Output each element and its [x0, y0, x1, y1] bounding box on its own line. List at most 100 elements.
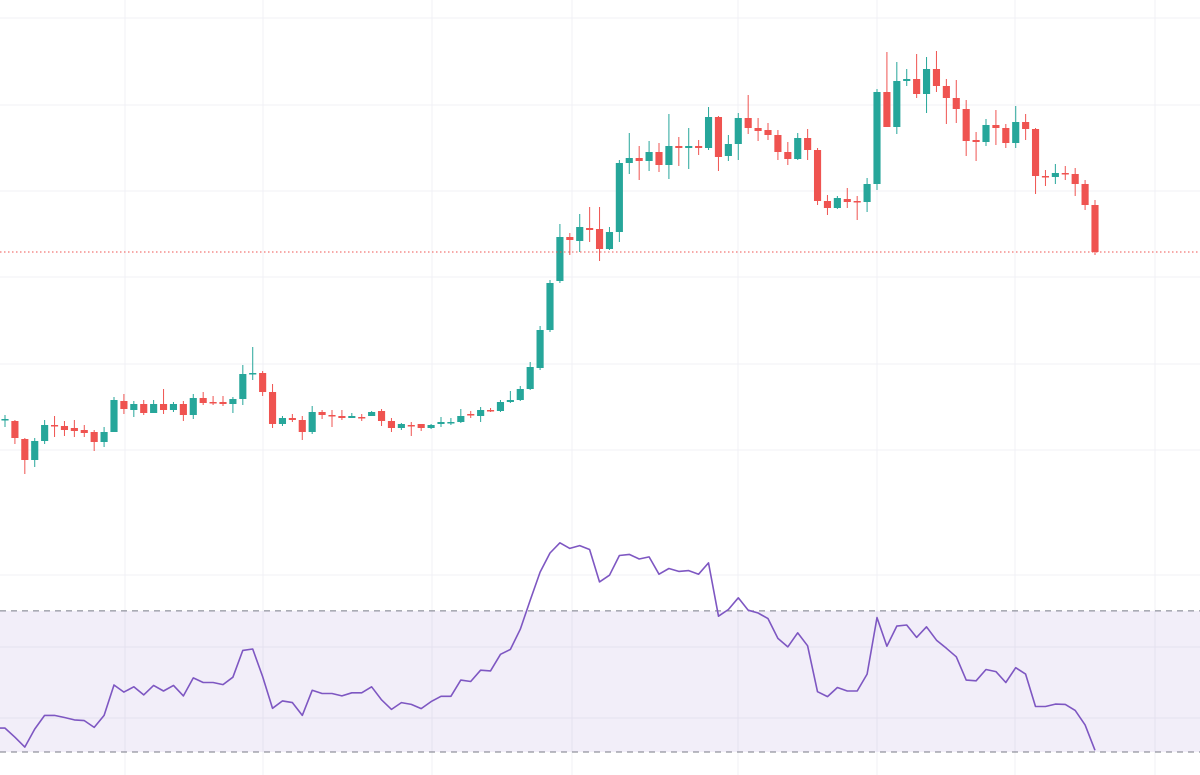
candle-down: [932, 51, 941, 92]
candle-body: [734, 118, 742, 144]
candle-up: [605, 227, 614, 250]
candle-down: [784, 142, 792, 165]
candle-down: [179, 401, 187, 421]
candle-body: [704, 117, 713, 148]
candle-body: [209, 402, 217, 404]
candle-down: [913, 54, 921, 98]
candle-body: [794, 138, 802, 159]
candle-down: [1031, 128, 1040, 194]
candle-down: [942, 79, 950, 124]
candle-body: [288, 418, 296, 420]
candle-body: [41, 425, 49, 441]
candle-body: [576, 227, 584, 241]
candle-down: [714, 116, 723, 171]
candle-body: [1022, 122, 1030, 129]
candle-up: [239, 365, 247, 405]
candle-body: [407, 425, 415, 427]
candle-up: [863, 178, 871, 212]
candle-body: [556, 237, 564, 281]
candle-body: [1, 419, 9, 421]
candle-up: [457, 409, 465, 423]
candle-down: [883, 52, 891, 127]
candle-body: [189, 398, 197, 415]
candle-body: [496, 402, 505, 411]
candle-body: [80, 430, 88, 433]
candle-body: [437, 422, 445, 424]
candle-down: [486, 408, 495, 412]
candle-up: [368, 411, 376, 416]
candle-body: [427, 425, 435, 428]
candle-body: [278, 418, 287, 424]
candle-body: [169, 404, 178, 410]
candle-body: [417, 424, 425, 428]
candle-down: [417, 424, 425, 431]
candle-up: [447, 418, 455, 425]
candle-up: [893, 62, 901, 134]
candle-body: [526, 367, 534, 389]
candle-down: [318, 410, 326, 419]
candle-body: [774, 135, 782, 152]
candle-up: [516, 386, 524, 401]
candle-body: [566, 237, 574, 240]
candle-body: [110, 400, 118, 432]
candle-up: [833, 196, 841, 209]
candle-body: [377, 411, 386, 421]
candle-down: [813, 148, 822, 205]
candle-down: [288, 414, 296, 422]
candle-up: [1012, 106, 1020, 148]
candle-up: [645, 141, 653, 171]
rsi-band-fill: [0, 610, 1200, 753]
candle-body: [229, 399, 237, 404]
candle-up: [556, 224, 564, 283]
candle-body: [338, 416, 346, 418]
candle-up: [110, 397, 118, 432]
candle-down: [586, 207, 594, 242]
candle-up: [229, 397, 237, 413]
candle-down: [853, 196, 861, 220]
candle-body: [477, 410, 485, 416]
candle-up: [169, 402, 178, 412]
candle-body: [60, 426, 69, 430]
candle-body: [903, 79, 911, 81]
candle-down: [1071, 168, 1079, 196]
candle-up: [734, 113, 742, 160]
candle-body: [764, 130, 772, 135]
candle-up: [794, 133, 802, 160]
candle-body: [11, 421, 19, 438]
candle-up: [685, 128, 693, 169]
candle-body: [219, 402, 227, 404]
candle-up: [546, 280, 554, 332]
candle-body: [833, 198, 841, 208]
candle-up: [100, 427, 108, 447]
candle-up: [526, 362, 534, 390]
candle-down: [120, 394, 128, 414]
candle-body: [1031, 129, 1040, 176]
candle-down: [387, 418, 396, 432]
candle-body: [685, 146, 693, 148]
candle-body: [804, 138, 812, 150]
candle-down: [962, 100, 970, 156]
candle-body: [239, 374, 247, 399]
candle-body: [447, 422, 455, 424]
candle-body: [645, 152, 653, 161]
candle-up: [437, 417, 445, 427]
candle-body: [90, 432, 98, 442]
candle-body: [546, 283, 554, 330]
candle-down: [70, 420, 78, 437]
candle-body: [368, 412, 376, 416]
candle-down: [804, 129, 812, 160]
candle-down: [298, 416, 306, 440]
candle-down: [199, 392, 207, 405]
rsi-line: [0, 541, 1096, 751]
candle-body: [1012, 122, 1020, 143]
candle-body: [893, 81, 901, 127]
rsi-panel: [0, 541, 1096, 751]
candle-body: [130, 404, 138, 410]
candle-up: [615, 160, 623, 242]
rsi-band: [0, 610, 1200, 753]
candle-body: [843, 199, 851, 202]
candle-body: [1081, 184, 1089, 205]
candle-body: [506, 400, 514, 402]
candle-body: [714, 117, 723, 157]
